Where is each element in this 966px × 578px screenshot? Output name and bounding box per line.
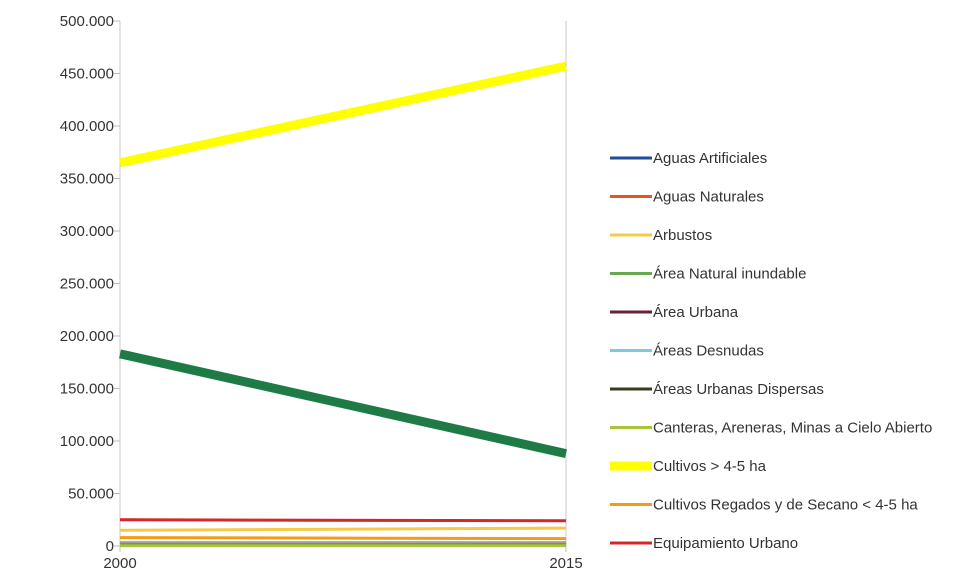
y-tick-label: 200.000 bbox=[60, 328, 114, 345]
y-tick-label: 50.000 bbox=[68, 486, 114, 503]
legend-label: Equipamiento Urbano bbox=[653, 535, 798, 552]
series-line-cultivos-4-5-ha bbox=[119, 61, 567, 168]
series-line-equipamiento-urbano bbox=[119, 518, 567, 523]
legend-label: Área Natural inundable bbox=[653, 266, 806, 283]
x-tick-label: 2000 bbox=[103, 555, 136, 572]
legend-label: Aguas Naturales bbox=[653, 189, 764, 206]
legend-label: Cultivos > 4-5 ha bbox=[653, 458, 767, 475]
y-tick-label: 300.000 bbox=[60, 223, 114, 240]
legend-label: Áreas Desnudas bbox=[653, 343, 764, 360]
legend-label: Áreas Urbanas Dispersas bbox=[653, 381, 824, 398]
legend: Aguas Artificiales Aguas Naturales Arbusto… bbox=[610, 150, 932, 552]
series-line-cultivos-regados-y-de-secano-4-5-ha bbox=[119, 536, 567, 541]
series-line-arbustos bbox=[119, 526, 567, 532]
y-tick-label: 400.000 bbox=[60, 118, 114, 135]
y-tick-label: 450.000 bbox=[60, 66, 114, 83]
grid bbox=[119, 21, 567, 546]
legend-label: Arbustos bbox=[653, 227, 712, 244]
x-tick-label: 2015 bbox=[549, 555, 582, 572]
y-tick-label: 500.000 bbox=[60, 13, 114, 30]
axes: 0 50.000 100.000 150.000 200.000 250.000 300.0… bbox=[60, 13, 583, 572]
legend-label: Aguas Artificiales bbox=[653, 150, 767, 167]
y-tick-label: 150.000 bbox=[60, 381, 114, 398]
legend-label: Área Urbana bbox=[653, 304, 739, 321]
y-tick-label: 0 bbox=[106, 538, 114, 555]
legend-label: Cultivos Regados y de Secano < 4-5 ha bbox=[653, 497, 918, 514]
series-line-unlabeled bbox=[119, 349, 567, 458]
y-tick-label: 250.000 bbox=[60, 276, 114, 293]
y-tick-label: 350.000 bbox=[60, 171, 114, 188]
y-tick-label: 100.000 bbox=[60, 433, 114, 450]
legend-label: Canteras, Areneras, Minas a Cielo Abiert… bbox=[653, 420, 932, 437]
series-layer bbox=[119, 61, 567, 548]
